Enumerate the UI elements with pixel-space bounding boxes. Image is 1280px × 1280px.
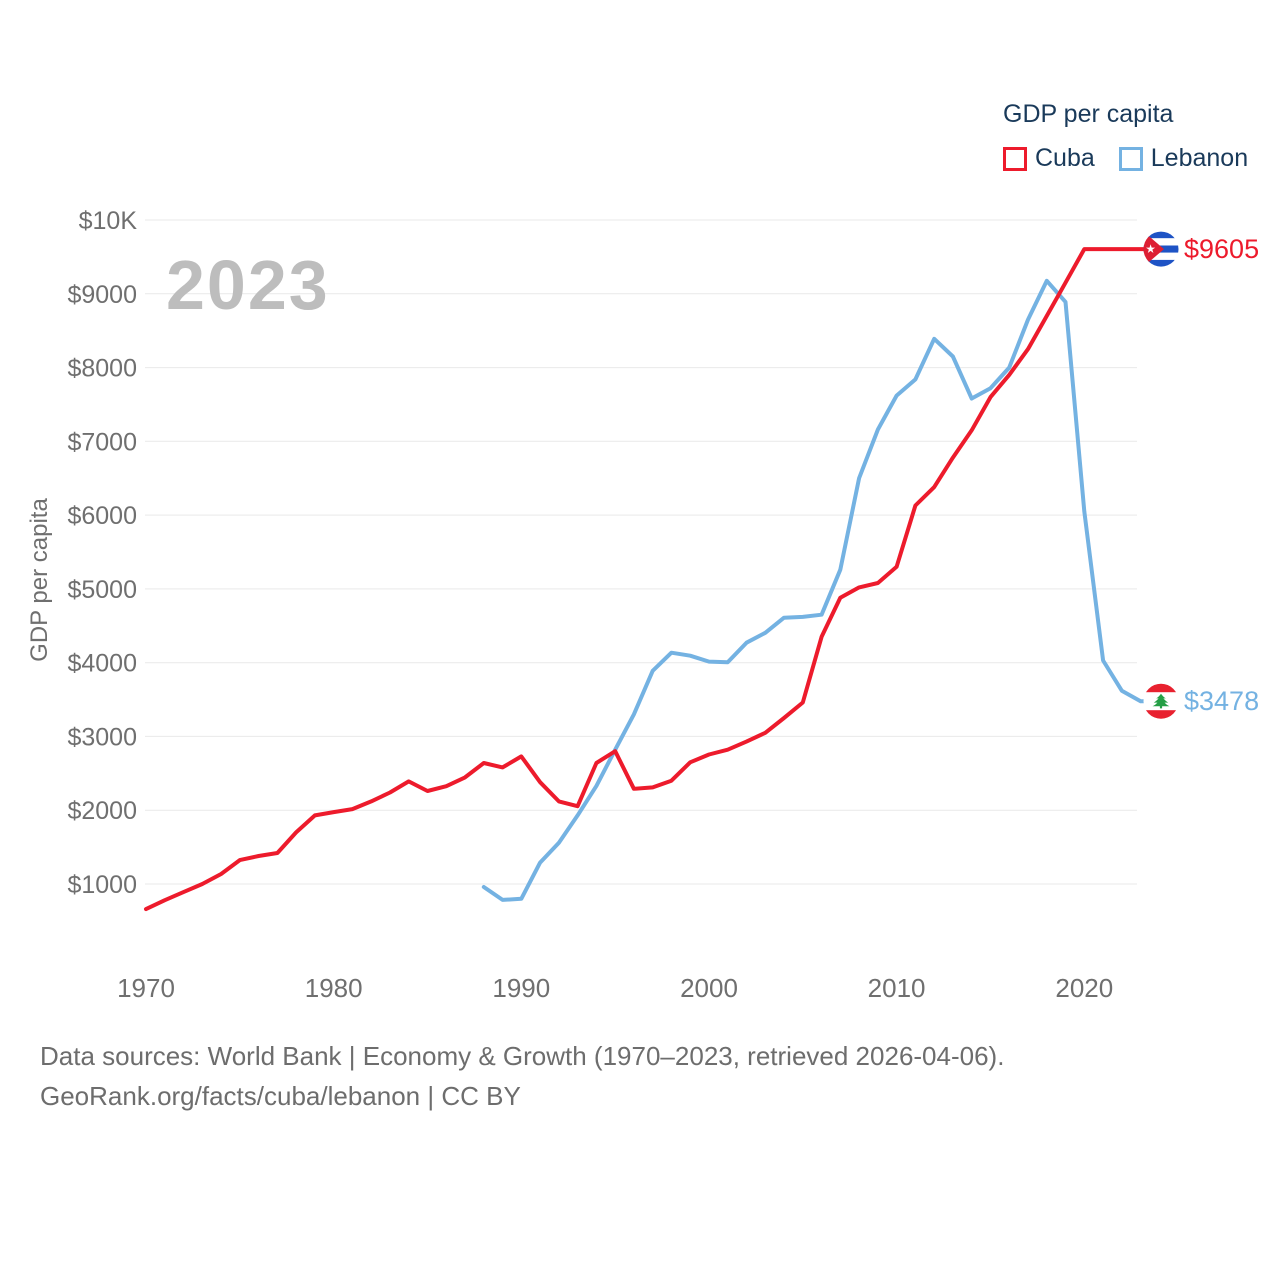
- svg-text:2000: 2000: [680, 973, 738, 1003]
- svg-text:$4000: $4000: [67, 650, 137, 678]
- footer: Data sources: World Bank | Economy & Gro…: [40, 1036, 1004, 1116]
- svg-text:2020: 2020: [1055, 973, 1113, 1003]
- cuba-swatch-icon: [1003, 146, 1027, 171]
- legend-rows: Cuba Lebanon: [1003, 144, 1248, 173]
- gridlines: [145, 219, 1137, 885]
- svg-text:1990: 1990: [492, 973, 550, 1003]
- svg-text:$5000: $5000: [67, 576, 137, 604]
- y-axis-tick-labels: $1000 $2000 $3000 $4000 $5000 $6000 $7000 $8000…: [67, 207, 137, 899]
- cuba-end-value: $9605: [1184, 234, 1259, 264]
- legend-label-cuba: Cuba: [1035, 144, 1095, 172]
- svg-text:2010: 2010: [868, 973, 926, 1003]
- svg-text:$3000: $3000: [67, 723, 137, 751]
- gdp-line-chart: 2023 $1000 $2000 $3000 $4000 $5000 $6000 $7000…: [26, 207, 1259, 1003]
- footer-attribution: GeoRank.org/facts/cuba/lebanon | CC BY: [40, 1081, 521, 1111]
- lebanon-end-value: $3478: [1184, 686, 1259, 716]
- legend-title: GDP per capita: [1003, 100, 1174, 128]
- cuba-flag-icon: [1143, 231, 1179, 267]
- svg-text:$10K: $10K: [79, 207, 138, 235]
- legend-item-lebanon[interactable]: Lebanon: [1118, 144, 1249, 173]
- lebanon-flag-icon: [1143, 683, 1179, 719]
- lebanon-line[interactable]: [481, 278, 1151, 902]
- legend-item-cuba[interactable]: Cuba: [1003, 144, 1095, 173]
- svg-text:$6000: $6000: [67, 502, 137, 530]
- cuba-line[interactable]: [144, 247, 1151, 912]
- svg-text:$9000: $9000: [67, 281, 137, 309]
- legend-label-lebanon: Lebanon: [1150, 144, 1249, 172]
- svg-text:$1000: $1000: [67, 871, 137, 899]
- footer-sources: Data sources: World Bank | Economy & Gro…: [40, 1041, 1005, 1071]
- svg-text:$7000: $7000: [67, 428, 137, 456]
- svg-text:1970: 1970: [117, 973, 175, 1003]
- year-watermark: 2023: [166, 246, 330, 324]
- y-axis-title: GDP per capita: [26, 498, 53, 662]
- svg-text:1980: 1980: [305, 973, 363, 1003]
- x-axis-tick-labels: 1970 1980 1990 2000 2010 2020: [117, 973, 1113, 1003]
- svg-text:$2000: $2000: [67, 797, 137, 825]
- lebanon-swatch-icon: [1118, 146, 1143, 171]
- svg-text:$8000: $8000: [67, 355, 137, 383]
- legend: GDP per capita Cuba Lebanon: [1003, 100, 1248, 173]
